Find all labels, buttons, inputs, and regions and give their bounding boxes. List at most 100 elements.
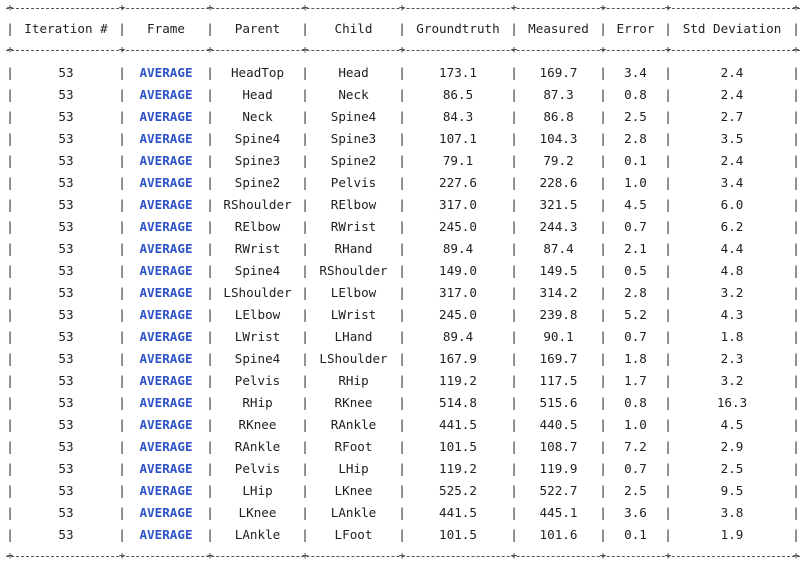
column-separator: | <box>599 351 607 366</box>
column-separator: | <box>599 131 607 146</box>
rule-junction: + <box>510 43 518 56</box>
cell-std-deviation: 3.2 <box>720 373 744 388</box>
cell-groundtruth: 119.2 <box>439 373 477 388</box>
cell-std-deviation: 3.4 <box>720 175 744 190</box>
table-header-row: | | | | | | | | | Iteration # Frame Parent Child Grou… <box>0 18 805 40</box>
table-row: | | | | | | | | | 53 AVERAGE Spine4 RShoulder 149.0 14… <box>0 260 805 282</box>
cell-parent: Head <box>242 87 273 102</box>
column-separator: | <box>118 395 126 410</box>
top-rule: + + + + + + + + + <box>6 1 800 14</box>
cell-measured: 445.1 <box>539 505 578 520</box>
cell-std-deviation: 16.3 <box>716 395 748 410</box>
column-separator: | <box>792 175 800 190</box>
column-separator: | <box>599 307 607 322</box>
table-row: | | | | | | | | | 53 AVERAGE LAnkle LFoot 101.5 101.6 0… <box>0 524 805 546</box>
column-separator: | <box>6 87 14 102</box>
column-separator: | <box>398 329 406 344</box>
column-separator: | <box>206 351 214 366</box>
column-separator: | <box>792 373 800 388</box>
column-separator: | <box>599 175 607 190</box>
cell-groundtruth: 245.0 <box>439 219 477 234</box>
cell-iteration: 53 <box>58 197 74 212</box>
rule-junction: + <box>301 43 309 56</box>
column-separator: | <box>599 197 607 212</box>
column-separator: | <box>206 65 214 80</box>
rule-junction: + <box>398 43 406 56</box>
column-separator: | <box>664 131 672 146</box>
column-separator: | <box>664 505 672 520</box>
cell-measured: 239.8 <box>539 307 578 322</box>
column-separator: | <box>301 153 309 168</box>
cell-groundtruth: 89.4 <box>442 329 474 344</box>
cell-measured: 90.1 <box>543 329 574 344</box>
cell-groundtruth: 441.5 <box>439 505 477 520</box>
column-separator: | <box>206 131 214 146</box>
column-separator: | <box>792 87 800 102</box>
bottom-rule: + + + + + + + + + <box>6 549 800 562</box>
cell-measured: 321.5 <box>539 197 578 212</box>
column-separator: | <box>599 21 607 36</box>
cell-error: 0.7 <box>624 219 647 234</box>
cell-child: RAnkle <box>330 417 377 432</box>
column-separator: | <box>398 197 406 212</box>
table-row: | | | | | | | | | 53 AVERAGE Pelvis RHip 119.2 117.5 1.… <box>0 370 805 392</box>
column-separator: | <box>792 153 800 168</box>
column-separator: | <box>6 241 14 256</box>
cell-frame: AVERAGE <box>139 505 193 520</box>
cell-iteration: 53 <box>58 461 74 476</box>
cell-parent: LShoulder <box>223 285 292 300</box>
rule-junction: + <box>664 549 672 562</box>
column-separator: | <box>792 241 800 256</box>
table-row: | | | | | | | | | 53 AVERAGE LShoulder LElbow 317.0 31… <box>0 282 805 304</box>
cell-parent: Spine4 <box>234 263 281 278</box>
cell-frame: AVERAGE <box>139 373 193 388</box>
cell-std-deviation: 2.3 <box>720 351 744 366</box>
cell-groundtruth: 89.4 <box>442 241 474 256</box>
cell-frame: AVERAGE <box>139 439 193 454</box>
cell-groundtruth: 441.5 <box>439 417 477 432</box>
column-separator: | <box>792 65 800 80</box>
cell-iteration: 53 <box>58 285 74 300</box>
column-separator: | <box>301 65 309 80</box>
cell-iteration: 53 <box>58 153 74 168</box>
cell-child: LShoulder <box>319 351 388 366</box>
cell-parent: Pelvis <box>234 373 281 388</box>
column-separator: | <box>664 87 672 102</box>
cell-parent: RKnee <box>238 417 277 432</box>
table-row: | | | | | | | | | 53 AVERAGE Spine2 Pelvis 227.6 228.6… <box>0 172 805 194</box>
cell-groundtruth: 79.1 <box>442 153 474 168</box>
column-separator: | <box>792 197 800 212</box>
cell-frame: AVERAGE <box>139 219 193 234</box>
column-separator: | <box>6 285 14 300</box>
column-separator: | <box>6 329 14 344</box>
cell-frame: AVERAGE <box>139 241 193 256</box>
column-separator: | <box>301 351 309 366</box>
column-separator: | <box>398 439 406 454</box>
column-separator: | <box>206 417 214 432</box>
cell-child: Spine2 <box>330 153 377 168</box>
cell-error: 5.2 <box>624 307 647 322</box>
cell-child: RFoot <box>334 439 373 454</box>
column-separator: | <box>206 21 214 36</box>
column-separator: | <box>118 417 126 432</box>
cell-child: Spine3 <box>330 131 377 146</box>
table-row: | | | | | | | | | 53 AVERAGE HeadTop Head 173.1 169.7 3… <box>0 62 805 84</box>
column-separator: | <box>118 153 126 168</box>
column-separator: | <box>206 241 214 256</box>
column-separator: | <box>398 307 406 322</box>
column-separator: | <box>510 351 518 366</box>
column-separator: | <box>510 219 518 234</box>
cell-child: RKnee <box>334 395 373 410</box>
column-separator: | <box>118 461 126 476</box>
cell-measured: 86.8 <box>543 109 574 124</box>
column-separator: | <box>510 65 518 80</box>
column-separator: | <box>510 153 518 168</box>
cell-child: RShoulder <box>319 263 388 278</box>
cell-child: RElbow <box>330 197 377 212</box>
header-rule: + + + + + + + + + <box>6 43 800 56</box>
column-separator: | <box>6 153 14 168</box>
cell-parent: RAnkle <box>234 439 281 454</box>
column-separator: | <box>398 65 406 80</box>
cell-groundtruth: 317.0 <box>439 197 477 212</box>
cell-parent: RWrist <box>234 241 281 256</box>
